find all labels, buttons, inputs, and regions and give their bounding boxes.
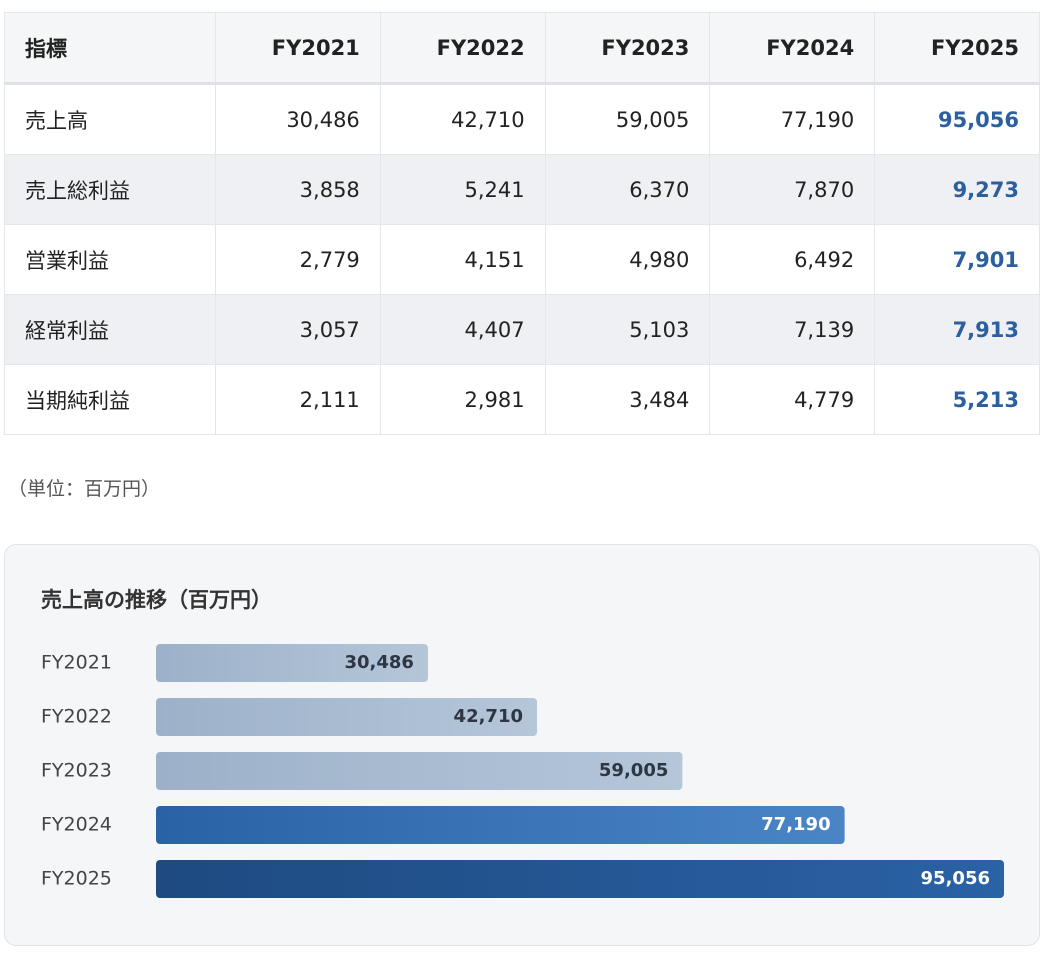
- table-cell: 9,273: [874, 154, 1040, 225]
- table-cell: 7,139: [709, 294, 876, 365]
- table-row: 経常利益 3,057 4,407 5,103 7,139 7,913: [4, 294, 1040, 365]
- table-cell: 30,486: [215, 83, 381, 155]
- table-cell: 42,710: [379, 83, 546, 155]
- value-label: 95,056: [921, 868, 990, 889]
- table-cell: 当期純利益: [4, 364, 216, 435]
- header-cell: FY2021: [215, 12, 381, 85]
- value-label: 30,486: [344, 652, 413, 673]
- header-cell: FY2024: [709, 12, 876, 85]
- table-cell: 4,151: [379, 224, 546, 295]
- table-cell: 経常利益: [4, 294, 216, 365]
- table-cell: 95,056: [874, 83, 1040, 155]
- chart-panel: 売上高の推移（百万円） FY2021 30,486 FY2022 42,710 FY20…: [4, 544, 1040, 946]
- bar: [156, 752, 683, 790]
- table-cell: 5,103: [544, 294, 711, 365]
- table-cell: 4,407: [379, 294, 546, 365]
- table-cell: 7,913: [874, 294, 1040, 365]
- header-cell: FY2025: [874, 12, 1040, 85]
- bar: [156, 644, 428, 682]
- chart: 売上高の推移（百万円） FY2021 30,486 FY2022 42,710 FY20…: [41, 588, 1004, 898]
- category-label: FY2021: [41, 652, 112, 674]
- table-cell: 6,492: [709, 224, 876, 295]
- header-cell: FY2022: [379, 12, 546, 85]
- table-cell: 4,980: [544, 224, 711, 295]
- value-label: 77,190: [761, 814, 830, 835]
- table-cell: 5,241: [379, 154, 546, 225]
- category-label: FY2023: [41, 760, 112, 782]
- bar: [156, 860, 1004, 898]
- table-cell: 77,190: [709, 83, 876, 155]
- table-row: 営業利益 2,779 4,151 4,980 6,492 7,901: [4, 224, 1040, 295]
- table-cell: 3,057: [215, 294, 381, 365]
- table-row: 売上総利益 3,858 5,241 6,370 7,870 9,273: [4, 154, 1040, 225]
- table-cell: 2,981: [379, 364, 546, 435]
- table-cell: 営業利益: [4, 224, 216, 295]
- table-cell: 3,484: [544, 364, 711, 435]
- category-label: FY2024: [41, 814, 112, 836]
- category-label: FY2025: [41, 868, 112, 890]
- header-row: 指標 FY2021 FY2022 FY2023 FY2024 FY2025: [4, 12, 1040, 85]
- category-label: FY2022: [41, 706, 112, 728]
- table-cell: 売上総利益: [4, 154, 216, 225]
- table-cell: 5,213: [874, 364, 1040, 435]
- bar: [156, 698, 538, 736]
- chart-title: 売上高の推移（百万円）: [41, 588, 272, 612]
- table-cell: 4,779: [709, 364, 876, 435]
- table-cell: 2,111: [215, 364, 381, 435]
- data-table: 指標 FY2021 FY2022 FY2023 FY2024 FY2025 売上高 30,48…: [4, 12, 1040, 435]
- table-cell: 売上高: [4, 83, 216, 155]
- unit-note: （単位：百万円）: [8, 478, 161, 500]
- table-row: 当期純利益 2,111 2,981 3,484 4,779 5,213: [4, 364, 1040, 435]
- table-cell: 6,370: [544, 154, 711, 225]
- table-row: 売上高 30,486 42,710 59,005 77,190 95,056: [4, 83, 1040, 155]
- value-label: 42,710: [454, 706, 523, 727]
- table-cell: 7,901: [874, 224, 1040, 295]
- table-cell: 3,858: [215, 154, 381, 225]
- header-cell: FY2023: [544, 12, 711, 85]
- table-cell: 7,870: [709, 154, 876, 225]
- table-cell: 2,779: [215, 224, 381, 295]
- table-cell: 59,005: [544, 83, 711, 155]
- bar: [156, 806, 845, 844]
- header-cell: 指標: [4, 12, 216, 85]
- value-label: 59,005: [599, 760, 668, 781]
